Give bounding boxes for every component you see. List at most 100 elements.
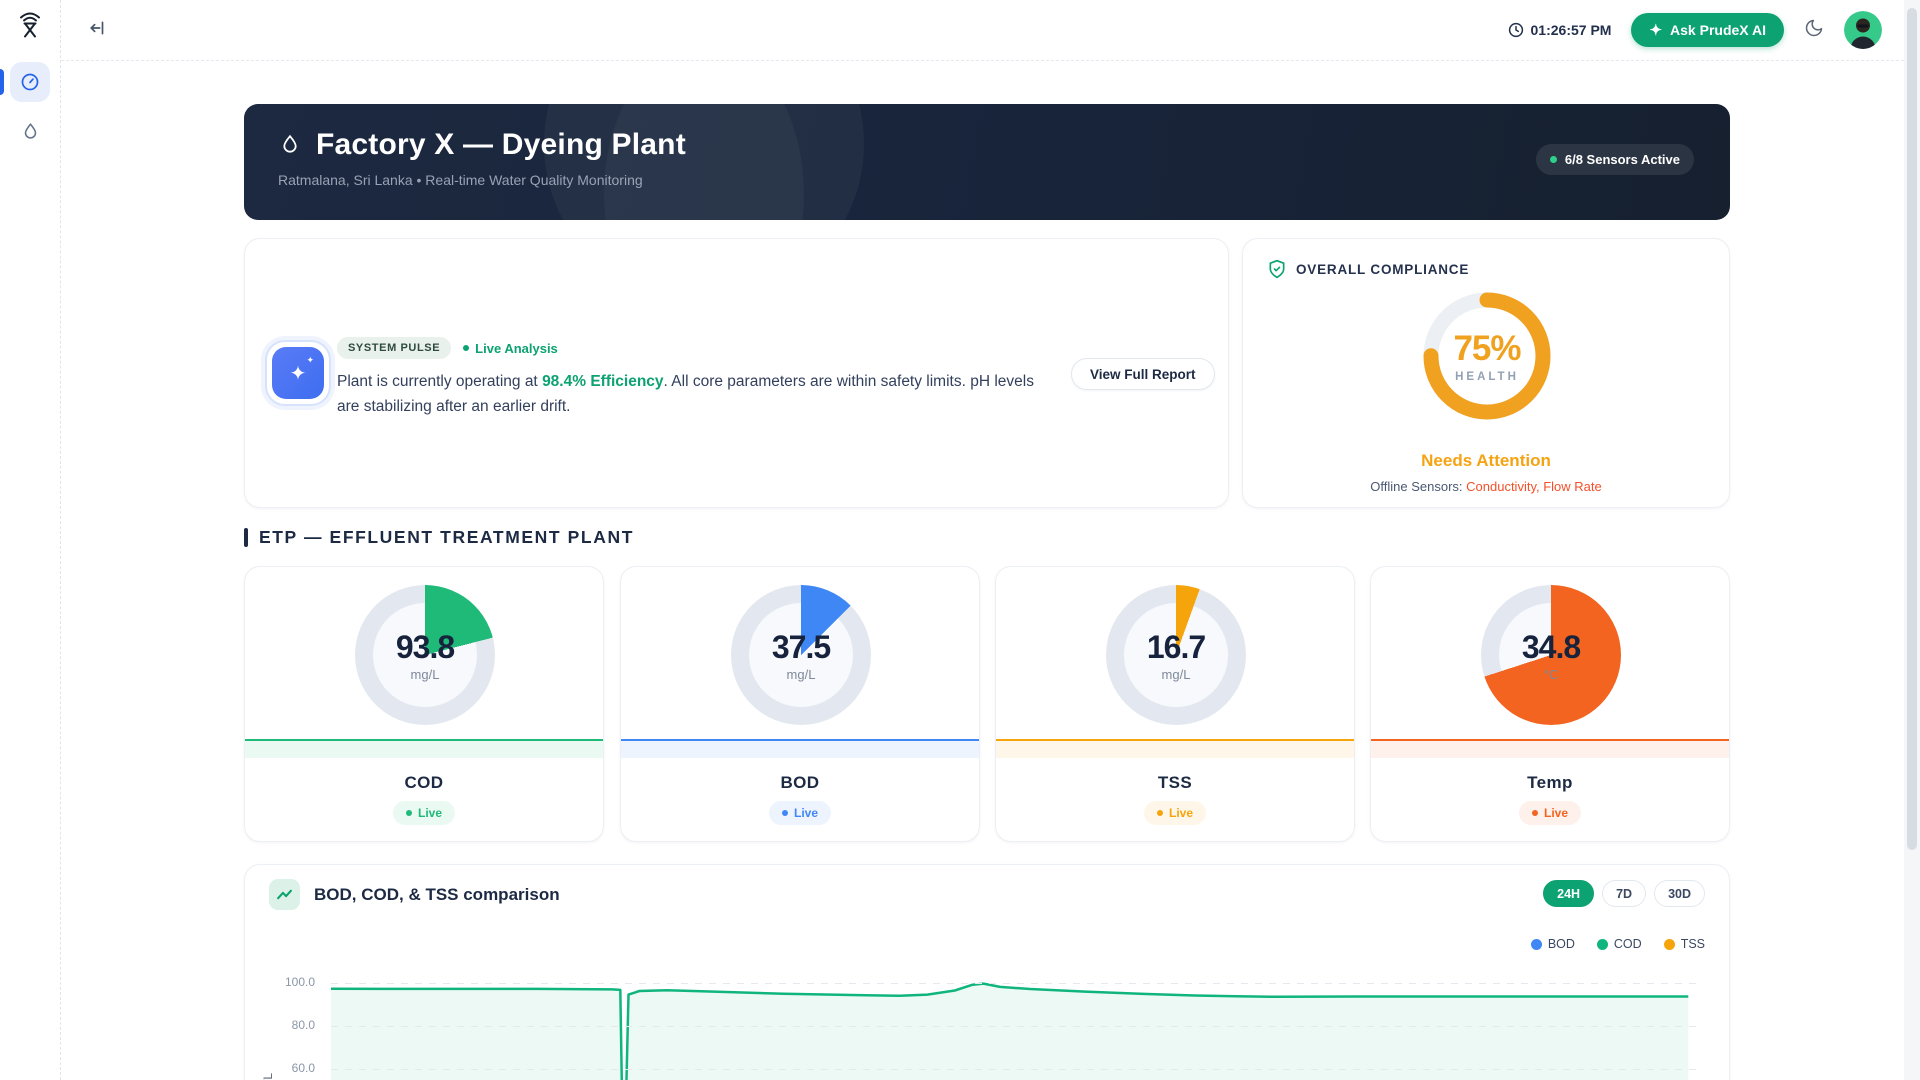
current-time: 01:26:57 PM: [1530, 22, 1612, 38]
legend-item-tss[interactable]: TSS: [1663, 937, 1705, 951]
etp-section-title: ETP — EFFLUENT TREATMENT PLANT: [244, 527, 634, 548]
chart-legend: BOD COD TSS: [1530, 937, 1705, 951]
sensors-active-badge: 6/8 Sensors Active: [1535, 144, 1694, 175]
live-dot: [405, 810, 412, 816]
temp-label: Temp: [1527, 773, 1573, 792]
gauge-icon: [21, 73, 39, 91]
sparkle-mini-icon: ✦: [306, 355, 314, 365]
divider-strip: [245, 741, 603, 758]
status-dot: [1549, 156, 1557, 163]
sidebar-collapse-button[interactable]: [89, 19, 107, 42]
tss-value: 16.7: [1146, 628, 1206, 665]
divider: [621, 739, 979, 741]
bod-unit: mg/L: [786, 666, 816, 682]
legend-dot: [1663, 938, 1675, 950]
tss-donut: [1106, 585, 1246, 725]
bod-value: 37.5: [771, 628, 831, 665]
cod-unit: mg/L: [410, 666, 440, 682]
divider-strip: [621, 741, 979, 758]
section-bar: [244, 528, 248, 547]
y-axis-title: mg/L: [261, 1073, 275, 1080]
comparison-chart-card: BOD, COD, & TSS comparison 24H 7D 30D BOD C…: [244, 864, 1730, 1080]
temp-unit: °C: [1543, 666, 1559, 682]
live-analysis-label: Live Analysis: [463, 341, 558, 356]
offline-sensor-names: Conductivity, Flow Rate: [1466, 479, 1602, 494]
clock-display: 01:26:57 PM: [1508, 22, 1612, 38]
bod-label: BOD: [780, 773, 820, 792]
sparkle-icon: ✦: [1649, 22, 1663, 39]
cod-label: COD: [404, 773, 444, 792]
time-range-selector: 24H 7D 30D: [1543, 880, 1705, 907]
tss-label: TSS: [1157, 773, 1193, 792]
topbar: 01:26:57 PM ✦ Ask PrudeX AI: [61, 0, 1904, 61]
live-dot: [463, 345, 470, 351]
cod-area-fill: [331, 983, 1689, 1080]
dark-mode-toggle[interactable]: [1804, 18, 1824, 42]
gauge-card-bod: 37.5 mg/L BOD Live: [620, 566, 980, 842]
divider: [245, 739, 603, 741]
range-button-24h[interactable]: 24H: [1543, 880, 1595, 907]
trend-icon: [269, 879, 300, 910]
tss-unit: mg/L: [1161, 666, 1191, 682]
cod-series-line: [331, 982, 1689, 1080]
divider: [996, 739, 1354, 741]
legend-dot: [1530, 938, 1542, 950]
compliance-donut: [1423, 292, 1551, 420]
bod-donut: [731, 585, 871, 725]
system-pulse-card: ✦ ✦ SYSTEM PULSE Live Analysis Plant is c…: [244, 238, 1229, 508]
divider-strip: [996, 741, 1354, 758]
divider-strip: [1371, 741, 1729, 758]
ai-pulse-icon: ✦ ✦: [265, 340, 331, 406]
gridline: [331, 1026, 1702, 1027]
ask-ai-button[interactable]: ✦ Ask PrudeX AI: [1631, 13, 1784, 47]
sidebar-item-dashboard[interactable]: [10, 62, 50, 102]
droplet-icon: [24, 123, 36, 139]
legend-item-cod[interactable]: COD: [1596, 937, 1642, 951]
live-dot: [1531, 810, 1538, 816]
moon-icon: [1805, 19, 1823, 37]
live-dot: [781, 810, 788, 816]
shield-check-icon: [1269, 259, 1285, 279]
scrollbar-track[interactable]: [1904, 0, 1920, 1080]
page-title: Factory X — Dyeing Plant: [316, 128, 686, 161]
gridline: [331, 1069, 1702, 1070]
sidebar: [0, 0, 61, 1080]
chart-plot: [331, 961, 1702, 1080]
chart-yaxis: 100.0 80.0 60.0: [269, 961, 321, 1080]
chart-title: BOD, COD, & TSS comparison: [314, 884, 560, 904]
live-badge: Live: [768, 801, 832, 825]
chart-svg: [331, 982, 1689, 1080]
y-tick-label: 100.0: [284, 975, 315, 989]
range-button-7d[interactable]: 7D: [1602, 880, 1647, 907]
plant-subtitle: Ratmalana, Sri Lanka • Real-time Water Q…: [278, 172, 643, 188]
offline-sensors-line: Offline Sensors: Conductivity, Flow Rate: [1370, 479, 1602, 494]
compliance-status: Needs Attention: [1421, 451, 1551, 470]
view-full-report-button[interactable]: View Full Report: [1071, 358, 1215, 390]
divider: [1371, 739, 1729, 741]
user-avatar[interactable]: [1844, 11, 1882, 49]
legend-dot: [1596, 938, 1608, 950]
scrollbar-thumb[interactable]: [1907, 8, 1917, 850]
plant-header-banner: Factory X — Dyeing Plant Ratmalana, Sri …: [244, 104, 1730, 220]
gauge-card-temp: 34.8 °C Temp Live: [1370, 566, 1730, 842]
chart-body: 100.0 80.0 60.0 mg/L: [261, 961, 1707, 1080]
sparkle-icon: ✦: [289, 362, 307, 385]
compliance-percent: 75%: [1453, 329, 1521, 368]
gauge-card-tss: 16.7 mg/L TSS Live: [995, 566, 1355, 842]
legend-item-bod[interactable]: BOD: [1530, 937, 1575, 951]
compliance-health-label: HEALTH: [1455, 371, 1519, 383]
range-button-30d[interactable]: 30D: [1654, 880, 1705, 907]
live-dot: [1156, 810, 1163, 816]
sidebar-item-water[interactable]: [10, 112, 50, 152]
brand-logo-icon: [15, 11, 45, 41]
compliance-title: OVERALL COMPLIANCE: [1296, 261, 1470, 277]
gridline: [331, 983, 1702, 984]
pulse-message: Plant is currently operating at 98.4% Ef…: [337, 373, 1034, 415]
cod-value: 93.8: [395, 628, 455, 665]
collapse-arrow-icon: [90, 21, 104, 34]
gauge-card-cod: 93.8 mg/L COD Live: [244, 566, 604, 842]
temp-value: 34.8: [1521, 628, 1581, 665]
system-pulse-badge: SYSTEM PULSE: [337, 337, 452, 359]
efficiency-highlight: 98.4% Efficiency: [542, 373, 664, 390]
